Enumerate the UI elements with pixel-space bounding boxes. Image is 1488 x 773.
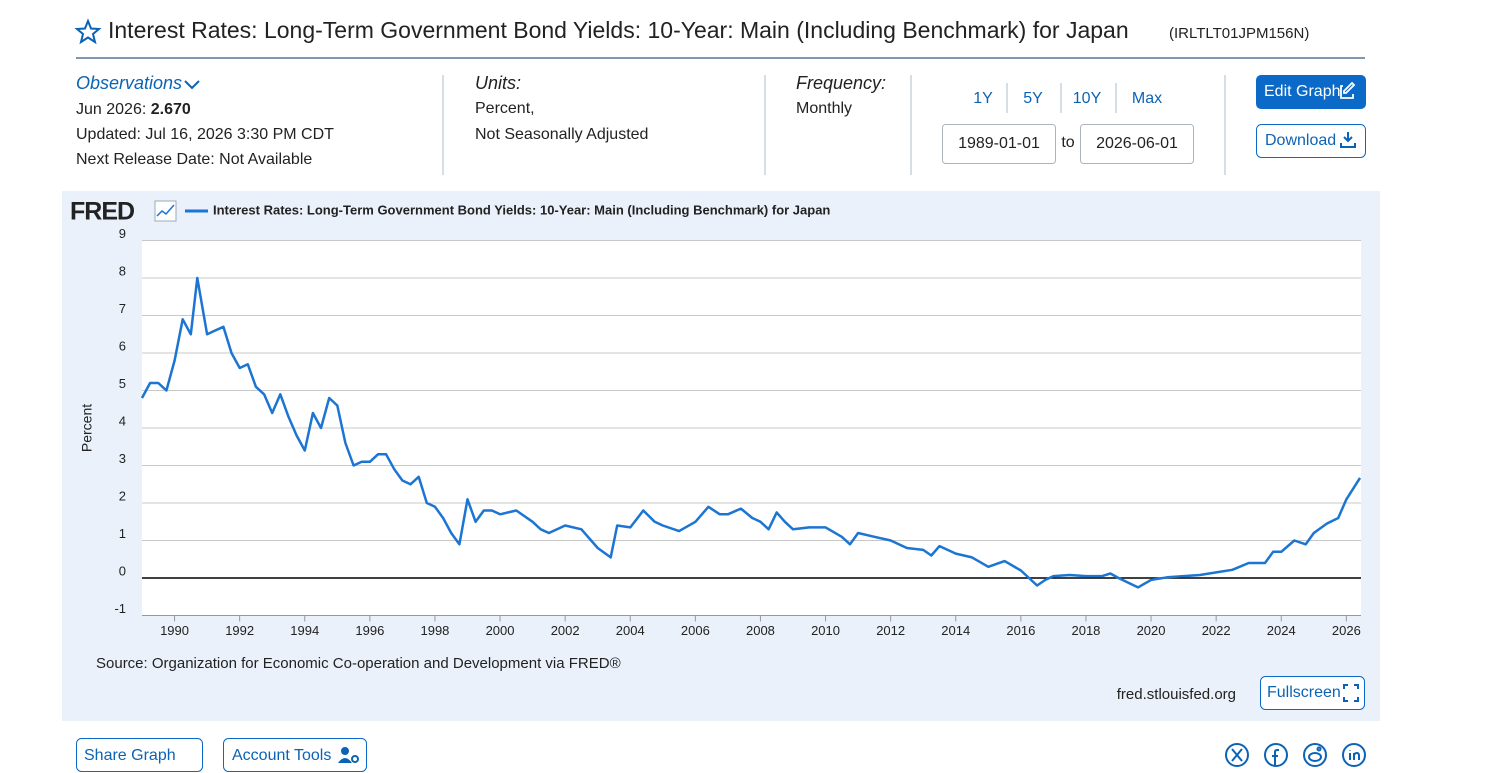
range-button[interactable]: 5Y [1023,90,1043,107]
y-tick-label: -1 [114,601,126,616]
share-button[interactable] [76,738,203,772]
y-tick-label: 7 [119,301,126,316]
source: Source: Organization for Economic Co-ope… [96,655,621,672]
chart-icon-line [156,204,175,217]
x-tick-label: 1998 [420,623,449,638]
fullscreen-icon [1343,684,1359,702]
updated: Updated: Jul 16, 2026 3:30 PM CDT [76,126,334,143]
units-line: Percent, [475,100,535,117]
fred-logo: FRED [70,198,134,226]
start-date-input[interactable] [942,124,1056,164]
x-tick-label: 2026 [1332,623,1361,638]
x-tick-label: 1990 [160,623,189,638]
x-tick-label: 2016 [1006,623,1035,638]
y-tick-label: 4 [119,413,126,428]
x-tick-label: 1992 [225,623,254,638]
share-label: Share Graph [84,747,176,764]
frequency-label: Frequency: [796,73,886,93]
fullscreen-button[interactable] [1260,676,1365,710]
x-tick-label: 2024 [1267,623,1296,638]
account-icon [351,755,359,763]
latest-date: Jun 2026: [76,101,146,118]
x-tick-label: 2000 [486,623,515,638]
y-tick-label: 0 [119,563,126,578]
x-tick-label: 2012 [876,623,905,638]
range-button[interactable]: Max [1132,90,1162,107]
range-button[interactable]: 1Y [973,90,993,107]
series-line [140,276,1362,589]
edit-graph-label: Edit Graph [1264,83,1340,100]
legend-label: Interest Rates: Long-Term Government Bon… [213,202,830,217]
units-line: Not Seasonally Adjusted [475,126,648,143]
x-tick-label: 2010 [811,623,840,638]
y-tick-label: 1 [119,526,126,541]
observations-label[interactable]: Observations [76,73,182,93]
y-tick-label: 3 [119,451,126,466]
latest-value: 2.670 [151,101,191,118]
y-tick-label: 2 [119,488,126,503]
page-title: Interest Rates: Long-Term Government Bon… [108,17,1129,43]
to-label: to [1061,134,1074,151]
social-icons[interactable] [1225,743,1366,767]
end-date-input[interactable] [1080,124,1194,164]
x-tick-label: 2018 [1071,623,1100,638]
favorite-star[interactable] [74,18,102,45]
account-icon [338,758,352,763]
x-tick-label: 2020 [1137,623,1166,638]
chart: -1 0 1 2 3 4 5 6 7 8 9 1990 1992 1994 1996 1998 2000 2002… [79,202,1362,638]
start-date: 1989-01-01 [958,135,1040,152]
fullscreen-label: Fullscreen [1267,684,1341,701]
series-id: (IRLTLT01JPM156N) [1169,25,1309,42]
download-label: Download [1265,132,1336,149]
y-tick-label: 9 [119,226,126,241]
x-tick-label: 2006 [681,623,710,638]
x-tick-label: 2022 [1202,623,1231,638]
x-tick-label: 2008 [746,623,775,638]
latest-observation: Jun 2026: 2.670 [76,101,191,118]
separators [442,75,1226,175]
range-button[interactable]: 10Y [1073,90,1102,107]
frequency-value: Monthly [796,100,852,117]
chevron[interactable] [184,80,200,90]
chart-icon [154,200,177,222]
next-release: Next Release Date: Not Available [76,151,312,168]
edit-graph-button[interactable] [1256,75,1366,109]
download-icon [1340,132,1356,148]
y-axis-label: Percent [79,404,95,452]
account-icon [341,747,349,755]
account-label: Account Tools [232,747,331,764]
edit-icon [1340,81,1356,99]
y-tick-label: 8 [119,263,126,278]
y-tick-label: 5 [119,376,126,391]
x-tick-label: 1996 [355,623,384,638]
units-label: Units: [475,73,521,93]
account-button[interactable] [223,738,367,772]
x-tick-label: 1994 [290,623,319,638]
download-button[interactable] [1256,124,1366,158]
x-tick-label: 2002 [551,623,580,638]
x-tick-label: 2004 [616,623,645,638]
y-tick-label: 6 [119,338,126,353]
site: fred.stlouisfed.org [1117,686,1236,703]
end-date: 2026-06-01 [1096,135,1178,152]
x-tick-label: 2014 [941,623,970,638]
